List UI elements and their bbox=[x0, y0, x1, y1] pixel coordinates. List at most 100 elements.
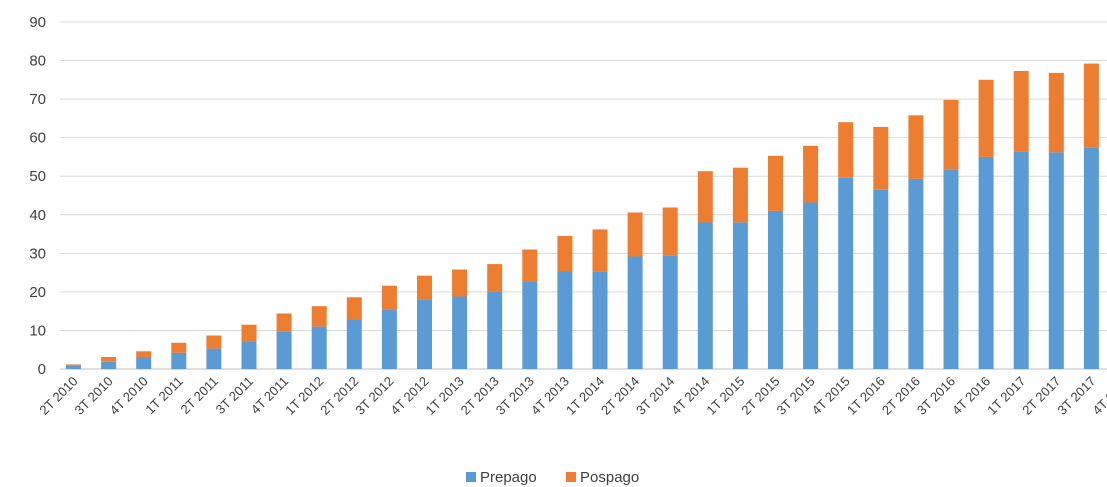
x-tick-label: 1T 2016 bbox=[844, 374, 888, 418]
x-tick-label: 3T 2014 bbox=[633, 374, 677, 418]
y-tick-label: 70 bbox=[29, 91, 46, 108]
bar-prepago-1t-2015 bbox=[732, 222, 748, 369]
legend-label-pospago: Pospago bbox=[580, 469, 639, 486]
y-tick-label: 20 bbox=[29, 284, 46, 301]
bars bbox=[66, 63, 1099, 369]
legend: Prepago Pospago bbox=[466, 469, 639, 486]
x-tick-label: 2T 2017 bbox=[1019, 374, 1063, 418]
bar-pospago-1t-2013 bbox=[452, 269, 468, 297]
bar-pospago-2t-2011 bbox=[206, 335, 222, 349]
bar-prepago-2t-2017 bbox=[1048, 152, 1064, 369]
legend-label-prepago: Prepago bbox=[480, 469, 537, 486]
gridlines bbox=[60, 21, 1107, 370]
bar-pospago-1t-2015 bbox=[732, 167, 748, 223]
x-tick-label: 4T 2012 bbox=[387, 374, 431, 418]
x-tick-label: 3T 2016 bbox=[914, 374, 958, 418]
bar-pospago-4t-2016 bbox=[978, 79, 994, 157]
bar-prepago-1t-2013 bbox=[452, 296, 468, 369]
bar-prepago-1t-2017 bbox=[1013, 151, 1029, 369]
x-tick-label: 3T 2017 bbox=[1054, 374, 1098, 418]
bar-pospago-2t-2010 bbox=[66, 364, 81, 366]
x-tick-label: 2T 2011 bbox=[178, 374, 221, 417]
bar-pospago-3t-2010 bbox=[101, 357, 117, 362]
x-tick-label: 1T 2013 bbox=[423, 374, 467, 418]
x-tick-label: 1T 2015 bbox=[703, 374, 747, 418]
bar-prepago-1t-2011 bbox=[171, 352, 187, 369]
x-tick-label: 1T 2014 bbox=[563, 374, 607, 418]
x-tick-label: 2T 2015 bbox=[738, 374, 782, 418]
bar-prepago-3t-2013 bbox=[522, 281, 538, 369]
x-tick-label: 1T 2011 bbox=[142, 374, 185, 417]
x-tick-label: 3T 2011 bbox=[213, 374, 256, 417]
y-tick-label: 90 bbox=[29, 14, 46, 31]
bar-prepago-4t-2012 bbox=[417, 299, 432, 369]
y-tick-label: 30 bbox=[29, 245, 46, 262]
bar-prepago-3t-2016 bbox=[943, 169, 959, 369]
x-tick-label: 3T 2010 bbox=[72, 374, 116, 418]
bar-pospago-4t-2015 bbox=[838, 122, 854, 178]
x-tick-label: 2T 2013 bbox=[458, 374, 502, 418]
bar-pospago-2t-2014 bbox=[627, 212, 643, 257]
bar-pospago-2t-2015 bbox=[768, 155, 783, 211]
bar-prepago-2t-2014 bbox=[627, 256, 643, 369]
bar-prepago-4t-2015 bbox=[838, 177, 854, 369]
x-tick-label: 4T 2013 bbox=[528, 374, 572, 418]
bar-prepago-2t-2013 bbox=[487, 291, 503, 369]
bar-prepago-2t-2016 bbox=[908, 178, 924, 369]
bar-pospago-3t-2015 bbox=[803, 145, 819, 203]
x-tick-label: 4T 2010 bbox=[107, 374, 151, 418]
y-tick-label: 10 bbox=[29, 322, 46, 339]
bar-pospago-3t-2011 bbox=[241, 324, 257, 342]
bar-pospago-3t-2014 bbox=[662, 207, 678, 256]
y-axis-ticks: 0 10 20 30 40 50 60 70 80 90 bbox=[29, 14, 46, 378]
bar-pospago-4t-2010 bbox=[136, 351, 152, 358]
bar-prepago-4t-2016 bbox=[978, 156, 994, 369]
bar-pospago-1t-2017 bbox=[1013, 71, 1029, 152]
bar-prepago-3t-2011 bbox=[241, 341, 257, 369]
bar-pospago-2t-2016 bbox=[908, 115, 924, 179]
bar-pospago-4t-2014 bbox=[697, 171, 713, 223]
bar-pospago-1t-2012 bbox=[311, 306, 327, 327]
bar-prepago-1t-2012 bbox=[311, 326, 327, 369]
bar-prepago-2t-2010 bbox=[66, 365, 81, 369]
x-tick-label: 1T 2017 bbox=[984, 374, 1028, 418]
bar-pospago-2t-2017 bbox=[1048, 72, 1064, 153]
bar-prepago-1t-2016 bbox=[873, 189, 889, 369]
y-tick-label: 60 bbox=[29, 130, 46, 147]
bar-pospago-4t-2012 bbox=[417, 275, 432, 300]
bar-prepago-3t-2017 bbox=[1083, 147, 1099, 369]
bar-pospago-3t-2016 bbox=[943, 99, 959, 170]
y-tick-label: 0 bbox=[38, 361, 46, 378]
x-tick-label: 3T 2012 bbox=[352, 374, 396, 418]
bar-prepago-4t-2013 bbox=[557, 271, 573, 369]
bar-prepago-3t-2014 bbox=[662, 255, 678, 369]
bar-prepago-3t-2012 bbox=[381, 309, 397, 369]
bar-prepago-2t-2012 bbox=[346, 320, 362, 369]
x-tick-label: 4T 2014 bbox=[668, 374, 712, 418]
bar-pospago-1t-2011 bbox=[171, 342, 187, 353]
bar-prepago-2t-2015 bbox=[768, 210, 783, 369]
x-tick-label: 4T 2015 bbox=[809, 374, 853, 418]
x-tick-label: 3T 2013 bbox=[493, 374, 537, 418]
bar-pospago-1t-2016 bbox=[873, 126, 889, 190]
bar-prepago-2t-2011 bbox=[206, 348, 222, 369]
x-tick-label: 2T 2014 bbox=[598, 374, 642, 418]
bar-prepago-4t-2010 bbox=[136, 357, 152, 369]
bar-pospago-4t-2013 bbox=[557, 236, 573, 272]
y-tick-label: 50 bbox=[29, 168, 46, 185]
x-tick-label: 4T 2016 bbox=[949, 374, 993, 418]
bar-prepago-1t-2014 bbox=[592, 271, 608, 369]
bar-pospago-2t-2013 bbox=[487, 264, 503, 292]
legend-swatch-pospago bbox=[566, 472, 576, 482]
y-tick-label: 80 bbox=[29, 53, 46, 70]
bar-pospago-3t-2013 bbox=[522, 249, 538, 282]
bar-pospago-2t-2012 bbox=[346, 297, 362, 320]
bar-prepago-3t-2010 bbox=[101, 361, 117, 369]
x-tick-label: 3T 2015 bbox=[774, 374, 818, 418]
x-tick-label: 2T 2016 bbox=[879, 374, 923, 418]
bar-pospago-3t-2012 bbox=[381, 285, 397, 310]
y-tick-label: 40 bbox=[29, 207, 46, 224]
bar-prepago-4t-2014 bbox=[697, 222, 713, 369]
